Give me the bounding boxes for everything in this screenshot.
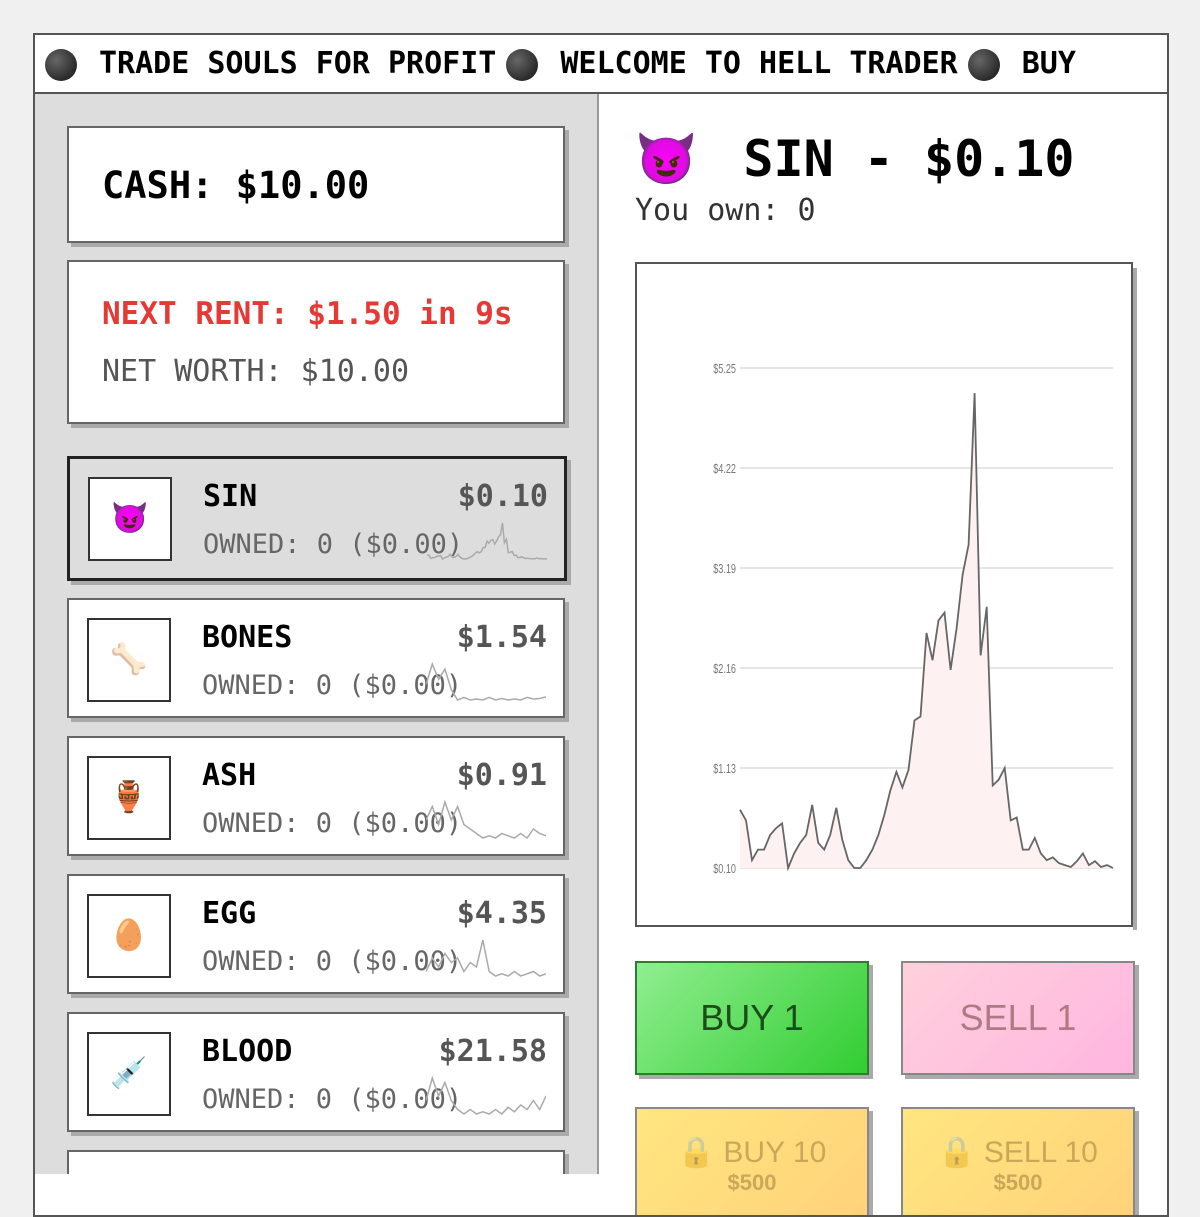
sparkline-line — [426, 1075, 546, 1115]
ticker-dot — [967, 48, 1000, 81]
sell-10-button[interactable]: 🔒 SELL 10 $500 — [901, 1107, 1135, 1215]
y-tick-label: $5.25 — [713, 363, 736, 377]
y-tick-label: $1.13 — [713, 763, 736, 777]
rent-box: NEXT RENT: $1.50 in 9s NET WORTH: $10.00 — [67, 260, 565, 424]
item-price: $0.10 — [457, 479, 548, 514]
item-price: $21.58 — [438, 1034, 547, 1069]
item-card[interactable]: 😈 SIN $0.10 OWNED: 0 ($0.00) — [67, 456, 567, 581]
sparkline — [426, 939, 546, 977]
item-name: BONES — [202, 620, 293, 655]
item-name: BLOOD — [202, 1034, 293, 1069]
item-icon: 🦴 — [87, 618, 171, 702]
sparkline — [426, 661, 546, 701]
ticker-text: WELCOME TO HELL TRADER — [560, 46, 958, 81]
price-chart: $0.10 $1.13 $2.16 $3.19 $4.22 $5.25 — [635, 262, 1137, 930]
y-tick-label: $0.10 — [713, 863, 736, 877]
item-owned: OWNED: 0 ($0.00) — [202, 946, 463, 977]
buy-10-cost: $500 — [727, 1170, 777, 1195]
net-worth: NET WORTH: $10.00 — [102, 354, 410, 389]
sparkline-line — [426, 661, 546, 701]
item-owned: OWNED: 0 ($0.00) — [202, 670, 463, 701]
item-owned: OWNED: 0 ($0.00) — [203, 529, 464, 560]
item-card[interactable]: 💉 BLOOD $21.58 OWNED: 0 ($0.00) — [67, 1012, 565, 1132]
item-card[interactable] — [67, 1150, 565, 1174]
ticker: TRADE SOULS FOR PROFIT WELCOME TO HELL TR… — [35, 35, 1167, 94]
lock-icon: 🔒 — [938, 1136, 976, 1169]
chart-shadow — [1133, 268, 1137, 930]
cash: CASH: $10.00 — [102, 164, 370, 207]
next-rent: NEXT RENT: $1.50 in 9s — [102, 296, 513, 332]
sell-10-label: 🔒 SELL 10 — [903, 1135, 1133, 1170]
detail-title: SIN - $0.10 — [743, 130, 1075, 188]
sparkline-line — [426, 939, 546, 977]
sell-10-cost: $500 — [993, 1170, 1043, 1195]
sparkline-line — [427, 522, 547, 561]
y-tick-label: $2.16 — [713, 663, 736, 677]
app-frame: TRADE SOULS FOR PROFIT WELCOME TO HELL TR… — [33, 33, 1169, 1217]
y-tick-label: $4.22 — [713, 463, 736, 477]
item-owned: OWNED: 0 ($0.00) — [202, 1084, 463, 1115]
sell-1-label: SELL 1 — [959, 997, 1077, 1038]
left-panel: CASH: $10.00 NEXT RENT: $1.50 in 9s NET … — [35, 94, 599, 1174]
sparkline — [426, 799, 546, 840]
detail-icon: 😈 — [635, 130, 698, 188]
sparkline-line — [426, 799, 546, 840]
sparkline — [427, 522, 547, 561]
item-name: SIN — [203, 479, 258, 514]
ticker-text: TRADE SOULS FOR PROFIT — [99, 46, 497, 81]
item-price: $4.35 — [456, 896, 547, 931]
item-icon: 🥚 — [87, 894, 171, 978]
item-price: $1.54 — [456, 620, 547, 655]
item-icon: 🏺 — [87, 756, 171, 840]
cash-box: CASH: $10.00 — [67, 126, 565, 243]
item-card[interactable]: 🥚 EGG $4.35 OWNED: 0 ($0.00) — [67, 874, 565, 994]
buy-10-button[interactable]: 🔒 BUY 10 $500 — [635, 1107, 869, 1215]
area — [740, 393, 1113, 868]
buy-1-button[interactable]: BUY 1 — [635, 961, 869, 1075]
ticker-dot — [506, 48, 539, 81]
line — [739, 393, 1114, 872]
item-icon: 💉 — [87, 1032, 171, 1116]
buy-10-text: BUY 10 — [723, 1136, 827, 1169]
sell-10-text: SELL 10 — [983, 1136, 1098, 1169]
y-tick-label: $3.19 — [713, 563, 736, 577]
detail-header: 😈 SIN - $0.10 — [635, 130, 1075, 189]
detail-owned: You own: 0 — [635, 193, 816, 228]
sell-1-button[interactable]: SELL 1 — [901, 961, 1135, 1075]
item-card[interactable]: 🦴 BONES $1.54 OWNED: 0 ($0.00) — [67, 598, 565, 718]
ticker-dot — [45, 48, 77, 81]
item-icon: 😈 — [88, 477, 172, 561]
ticker-text: BUY — [1021, 46, 1076, 81]
item-owned: OWNED: 0 ($0.00) — [202, 808, 463, 839]
sparkline — [426, 1075, 546, 1115]
item-name: EGG — [202, 896, 257, 931]
buy-10-label: 🔒 BUY 10 — [637, 1135, 867, 1170]
item-price: $0.91 — [456, 758, 547, 793]
buy-1-label: BUY 1 — [700, 997, 804, 1038]
lock-icon: 🔒 — [677, 1136, 716, 1169]
item-card[interactable]: 🏺 ASH $0.91 OWNED: 0 ($0.00) — [67, 736, 565, 856]
item-name: ASH — [202, 758, 257, 793]
